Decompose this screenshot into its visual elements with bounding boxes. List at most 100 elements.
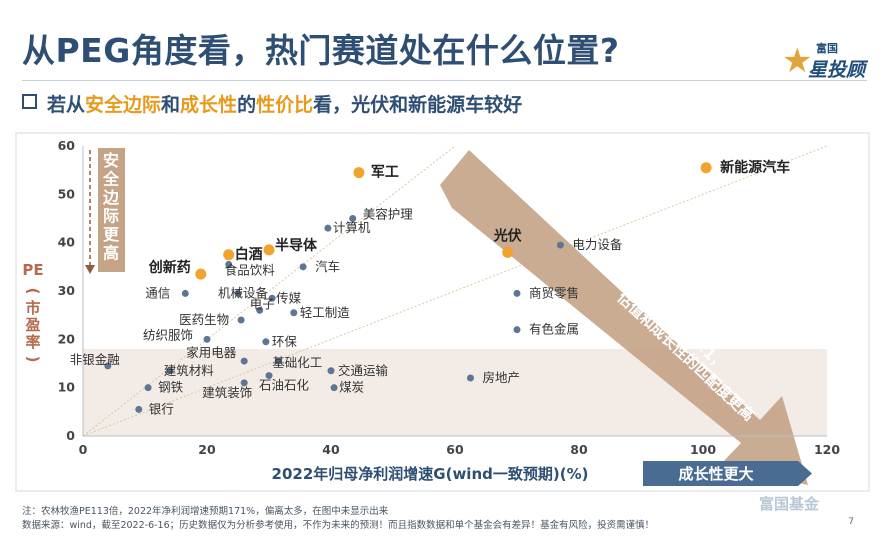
y-tick-label: 30 <box>58 283 76 298</box>
vertical-arrow-label: 际 <box>103 207 119 226</box>
vertical-arrow-head <box>85 265 95 274</box>
data-label: 军工 <box>371 165 399 181</box>
vertical-arrow-band <box>98 148 125 272</box>
data-point <box>290 309 298 317</box>
data-label: 建筑装饰 <box>202 385 252 400</box>
data-label: 机械设备 <box>218 285 269 300</box>
vertical-arrow-label: 全 <box>102 170 120 189</box>
data-point <box>324 224 332 232</box>
y-axis-title: 市 <box>25 299 40 317</box>
data-label: 美容护理 <box>363 207 414 222</box>
y-tick-label: 60 <box>58 138 76 153</box>
data-point <box>240 357 248 365</box>
page-number: 7 <box>848 517 854 527</box>
y-tick-label: 0 <box>66 428 75 443</box>
data-label: 食品饮料 <box>225 262 276 277</box>
growth-badge <box>643 461 798 486</box>
footnote: 注：农林牧渔PE113倍，2022年净利润增速预期171%，偏离太多，在图中未显… <box>22 506 389 517</box>
data-label: 煤炭 <box>339 380 364 395</box>
subtitle-part: 和 <box>161 94 181 116</box>
subtitle-part: 看，光伏和新能源车较好 <box>313 94 523 116</box>
data-label: 家用电器 <box>186 345 237 360</box>
x-axis-title: 2022年归母净利润增速G(wind一致预期)(%) <box>272 465 589 483</box>
data-label: 交通运输 <box>338 363 389 378</box>
subtitle-part: 的 <box>237 94 257 116</box>
subtitle-text: 若从安全边际和成长性的性价比看，光伏和新能源车较好 <box>47 94 522 116</box>
data-point <box>274 357 282 365</box>
peg-guide-line <box>82 145 456 437</box>
data-point <box>467 374 474 382</box>
data-point <box>135 405 143 413</box>
peg-guide-line <box>82 145 828 437</box>
diagonal-arrow-shape <box>440 150 808 485</box>
data-point <box>502 246 514 258</box>
data-point <box>225 260 233 268</box>
data-point <box>330 384 338 392</box>
data-label: 汽车 <box>315 259 340 274</box>
data-label: 白酒 <box>235 246 263 263</box>
data-label: 商贸零售 <box>529 285 579 300</box>
x-tick-label: 40 <box>322 442 340 457</box>
data-point <box>166 367 174 375</box>
data-point <box>268 294 276 302</box>
data-label: 医药生物 <box>179 312 229 327</box>
data-label: 有色金属 <box>529 322 579 337</box>
data-point <box>237 316 245 324</box>
subtitle-part: 成长性 <box>180 94 238 116</box>
brand-logo: ★ 富国 星投顾 <box>782 40 866 82</box>
data-label: 纺织服饰 <box>143 327 193 342</box>
logo-line1: 富国 <box>816 42 838 55</box>
data-point <box>299 263 307 271</box>
data-label: 电子 <box>250 296 275 311</box>
data-source-note: 数据来源：wind，截至2022-6-16；历史数据仅为分析参考使用，不作为未来… <box>22 520 655 531</box>
page-title: 从PEG角度看，热门赛道处在什么位置? <box>22 31 620 70</box>
y-axis-title: PE <box>22 261 43 279</box>
vertical-arrow-label: 高 <box>103 244 119 263</box>
y-tick-label: 20 <box>58 331 76 346</box>
data-point <box>513 326 521 334</box>
y-axis-title: ( <box>24 288 42 295</box>
data-label: 半导体 <box>275 237 318 254</box>
x-tick-label: 100 <box>690 442 716 457</box>
plot-border <box>15 132 870 492</box>
y-tick-label: 10 <box>58 380 76 395</box>
data-label: 银行 <box>149 401 174 416</box>
data-point <box>203 335 211 343</box>
x-tick-label: 60 <box>446 442 464 457</box>
y-axis-title: 盈 <box>24 316 40 334</box>
data-label: 环保 <box>272 334 298 349</box>
data-label: 计算机 <box>333 220 371 235</box>
data-point <box>556 241 564 249</box>
star-icon: ★ <box>782 41 813 81</box>
title-divider <box>22 80 867 81</box>
y-tick-label: 50 <box>58 186 76 201</box>
data-label: 轻工制造 <box>300 305 351 320</box>
data-label: 电力设备 <box>572 237 623 252</box>
data-point <box>265 372 273 380</box>
vertical-arrow-label: 更 <box>103 225 120 244</box>
data-label: 石油石化 <box>259 378 310 393</box>
data-point <box>256 306 264 314</box>
data-label: 非银金融 <box>70 352 121 367</box>
data-point <box>262 338 270 346</box>
data-label: 基础化工 <box>272 355 322 370</box>
logo-line2: 星投顾 <box>808 59 866 81</box>
subtitle-part: 安全边际 <box>85 94 162 116</box>
x-tick-label: 0 <box>79 442 88 457</box>
data-point <box>181 289 189 297</box>
data-point <box>700 162 712 174</box>
data-label: 传媒 <box>276 290 302 305</box>
data-point <box>263 244 275 256</box>
data-point <box>104 362 112 370</box>
x-tick-label: 120 <box>814 442 840 457</box>
x-tick-label: 20 <box>198 442 216 457</box>
data-label: 通信 <box>145 285 170 300</box>
data-point <box>234 289 242 297</box>
data-point <box>327 367 335 375</box>
data-label: 新能源汽车 <box>720 159 790 176</box>
data-label: 钢铁 <box>158 380 184 395</box>
data-label: 光伏 <box>493 227 522 244</box>
subtitle-part: 性价比 <box>256 94 314 116</box>
data-point <box>513 289 521 297</box>
